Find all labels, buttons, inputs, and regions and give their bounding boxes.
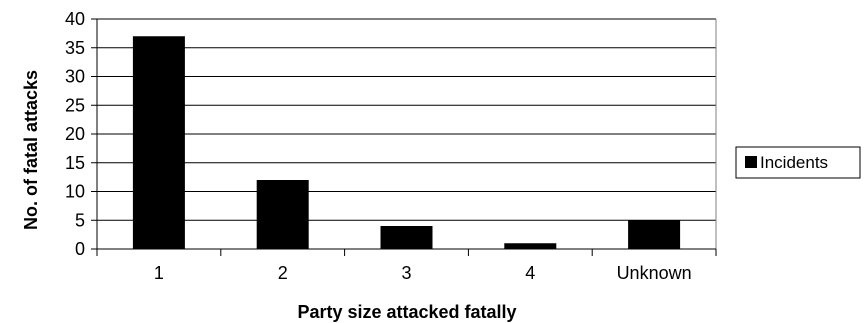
x-tick-label-unknown: Unknown [617,263,692,283]
bar-unknown [628,220,681,249]
y-tick-label-40: 40 [65,9,85,29]
x-tick-label-3: 3 [401,263,411,283]
y-tick-label-20: 20 [65,124,85,144]
y-tick-labels: 0 5 10 15 20 25 30 35 40 [65,9,85,259]
x-tick-labels: 1 2 3 4 Unknown [154,263,692,283]
legend-label-incidents: Incidents [760,153,828,172]
x-tick-label-4: 4 [525,263,535,283]
bar-4 [504,243,557,249]
y-tick-label-10: 10 [65,182,85,202]
x-axis-title: Party size attacked fatally [297,302,516,322]
bar-1 [132,36,185,249]
x-tick-label-1: 1 [154,263,164,283]
y-tick-label-25: 25 [65,95,85,115]
gridlines [97,18,716,221]
bar-3 [380,226,433,249]
y-axis-title: No. of fatal attacks [21,70,41,230]
bar-2 [256,180,309,249]
x-tick-label-2: 2 [278,263,288,283]
y-tick-label-35: 35 [65,38,85,58]
y-tick-label-15: 15 [65,153,85,173]
legend-swatch-incidents [745,156,757,168]
bars [132,36,681,249]
y-tick-label-0: 0 [75,239,85,259]
legend: Incidents [735,146,861,179]
axes [91,18,717,256]
y-tick-label-30: 30 [65,67,85,87]
y-tick-label-5: 5 [75,210,85,230]
